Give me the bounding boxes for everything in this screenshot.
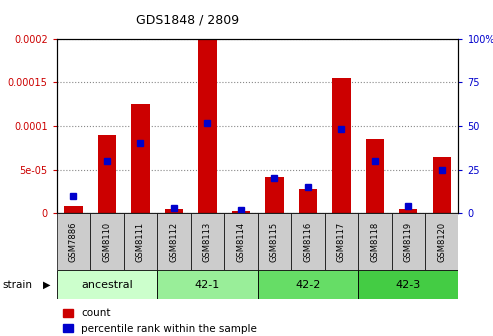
- Bar: [432, 157, 451, 213]
- Text: GSM8112: GSM8112: [170, 222, 178, 262]
- Bar: [165, 209, 183, 213]
- Bar: [131, 104, 149, 213]
- FancyBboxPatch shape: [157, 213, 191, 270]
- Bar: [399, 209, 418, 213]
- Bar: [299, 189, 317, 213]
- FancyBboxPatch shape: [425, 213, 458, 270]
- Bar: [332, 78, 351, 213]
- Legend: count, percentile rank within the sample: count, percentile rank within the sample: [59, 304, 261, 336]
- Text: GSM8114: GSM8114: [236, 222, 246, 262]
- Text: 42-2: 42-2: [295, 280, 320, 290]
- Text: GSM8110: GSM8110: [103, 222, 111, 262]
- FancyBboxPatch shape: [90, 213, 124, 270]
- Text: GSM8119: GSM8119: [404, 222, 413, 262]
- Bar: [98, 135, 116, 213]
- FancyBboxPatch shape: [258, 270, 358, 299]
- Text: GSM8116: GSM8116: [303, 222, 313, 262]
- FancyBboxPatch shape: [57, 270, 157, 299]
- FancyBboxPatch shape: [358, 270, 458, 299]
- FancyBboxPatch shape: [358, 213, 391, 270]
- Text: GSM8113: GSM8113: [203, 222, 212, 262]
- Text: 42-3: 42-3: [396, 280, 421, 290]
- Text: GDS1848 / 2809: GDS1848 / 2809: [136, 13, 239, 27]
- Text: GSM7886: GSM7886: [69, 222, 78, 262]
- FancyBboxPatch shape: [258, 213, 291, 270]
- Bar: [64, 206, 83, 213]
- Bar: [366, 139, 384, 213]
- FancyBboxPatch shape: [157, 270, 258, 299]
- Text: GSM8111: GSM8111: [136, 222, 145, 262]
- Text: ancestral: ancestral: [81, 280, 133, 290]
- Text: GSM8115: GSM8115: [270, 222, 279, 262]
- FancyBboxPatch shape: [391, 213, 425, 270]
- FancyBboxPatch shape: [57, 213, 90, 270]
- FancyBboxPatch shape: [291, 213, 324, 270]
- Text: GSM8117: GSM8117: [337, 222, 346, 262]
- FancyBboxPatch shape: [224, 213, 258, 270]
- Bar: [265, 177, 283, 213]
- Text: GSM8120: GSM8120: [437, 222, 446, 262]
- Bar: [232, 211, 250, 213]
- Text: GSM8118: GSM8118: [370, 222, 379, 262]
- Bar: [198, 39, 216, 213]
- FancyBboxPatch shape: [124, 213, 157, 270]
- Text: strain: strain: [2, 280, 33, 290]
- FancyBboxPatch shape: [191, 213, 224, 270]
- Text: 42-1: 42-1: [195, 280, 220, 290]
- FancyBboxPatch shape: [324, 213, 358, 270]
- Text: ▶: ▶: [43, 280, 51, 290]
